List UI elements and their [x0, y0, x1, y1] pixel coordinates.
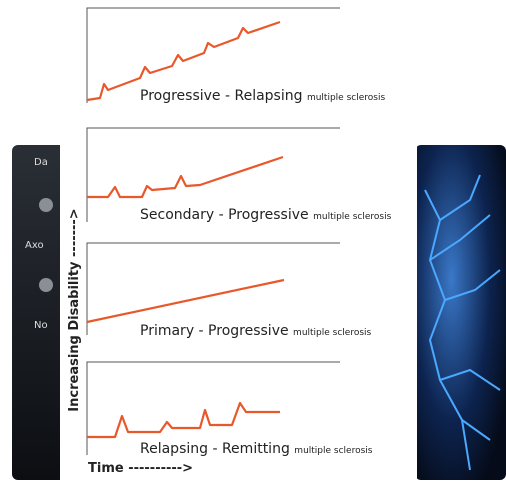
panel: Progressive - Relapsing multiple scleros… [86, 7, 385, 104]
y-axis-label: Increasing Disability -------> [67, 208, 82, 411]
panel-title: Relapsing - Remitting multiple sclerosis [140, 441, 373, 457]
course-line [86, 20, 281, 102]
panel-title: Secondary - Progressive multiple scleros… [140, 207, 392, 223]
panel-frame [86, 361, 340, 455]
bg-label: Da [34, 157, 48, 168]
bg-label: Axo [25, 240, 44, 251]
course-line [87, 401, 280, 439]
panel: Secondary - Progressive multiple scleros… [86, 127, 392, 223]
panel-title: Primary - Progressive multiple sclerosis [140, 323, 372, 339]
course-line [87, 155, 284, 199]
bg-button [39, 278, 53, 292]
course-line [86, 278, 285, 324]
neuron-branches [424, 174, 501, 471]
bg-label: No [34, 320, 48, 331]
bg-button [39, 198, 53, 212]
panel-frame [86, 7, 340, 103]
panel-frame [86, 242, 340, 335]
panel: Relapsing - Remitting multiple sclerosis [86, 361, 373, 457]
left-panel [12, 145, 72, 480]
panel-title: Progressive - Relapsing multiple scleros… [140, 88, 385, 104]
panel: Primary - Progressive multiple sclerosis [86, 242, 372, 339]
x-axis-label: Time ----------> [88, 461, 193, 476]
panel-frame [86, 127, 340, 222]
chart-sheet [60, 0, 417, 484]
